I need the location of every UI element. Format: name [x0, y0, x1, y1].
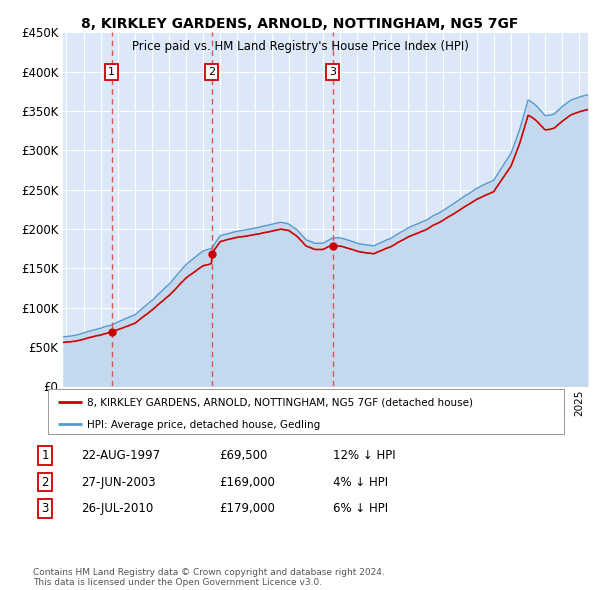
Text: 1: 1 — [41, 449, 49, 462]
Text: 12% ↓ HPI: 12% ↓ HPI — [333, 449, 395, 462]
Text: 6% ↓ HPI: 6% ↓ HPI — [333, 502, 388, 515]
Text: 3: 3 — [41, 502, 49, 515]
Text: Price paid vs. HM Land Registry's House Price Index (HPI): Price paid vs. HM Land Registry's House … — [131, 40, 469, 53]
Text: £169,000: £169,000 — [219, 476, 275, 489]
Text: 8, KIRKLEY GARDENS, ARNOLD, NOTTINGHAM, NG5 7GF: 8, KIRKLEY GARDENS, ARNOLD, NOTTINGHAM, … — [82, 17, 518, 31]
Text: 3: 3 — [329, 67, 336, 77]
Text: 2: 2 — [208, 67, 215, 77]
Text: 1: 1 — [108, 67, 115, 77]
Text: 2: 2 — [41, 476, 49, 489]
Text: HPI: Average price, detached house, Gedling: HPI: Average price, detached house, Gedl… — [86, 420, 320, 430]
Text: 4% ↓ HPI: 4% ↓ HPI — [333, 476, 388, 489]
Text: 22-AUG-1997: 22-AUG-1997 — [81, 449, 160, 462]
Text: 26-JUL-2010: 26-JUL-2010 — [81, 502, 153, 515]
Text: 27-JUN-2003: 27-JUN-2003 — [81, 476, 155, 489]
Text: Contains HM Land Registry data © Crown copyright and database right 2024.
This d: Contains HM Land Registry data © Crown c… — [33, 568, 385, 587]
Text: £179,000: £179,000 — [219, 502, 275, 515]
Text: 8, KIRKLEY GARDENS, ARNOLD, NOTTINGHAM, NG5 7GF (detached house): 8, KIRKLEY GARDENS, ARNOLD, NOTTINGHAM, … — [86, 398, 473, 408]
Text: £69,500: £69,500 — [219, 449, 268, 462]
